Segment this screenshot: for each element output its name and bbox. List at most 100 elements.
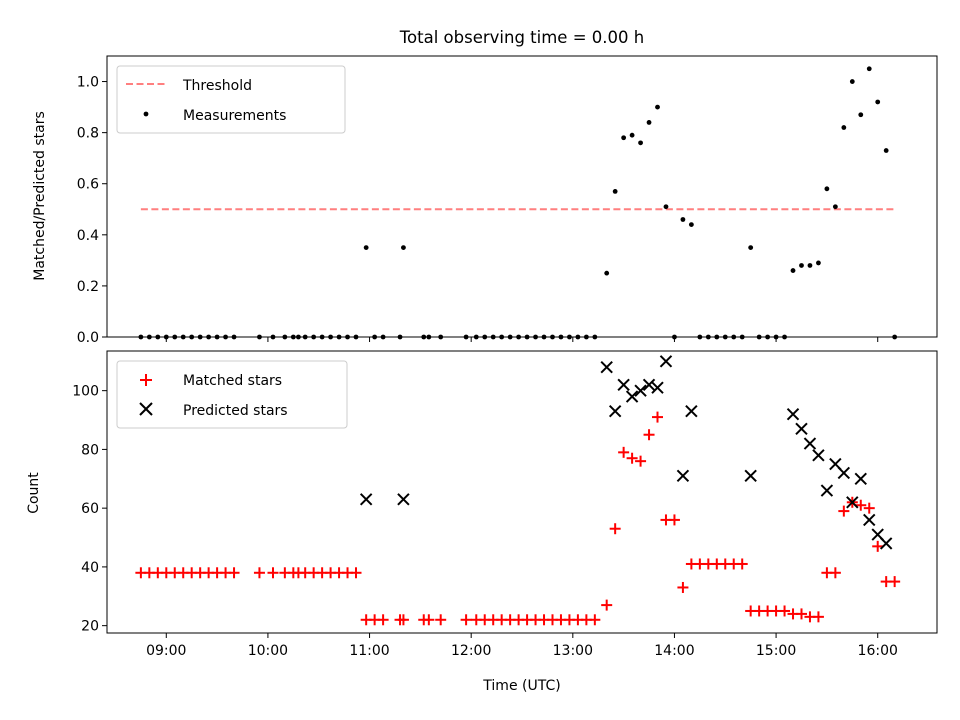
measurement-point: [604, 270, 610, 276]
bottom-x-tick-label: 10:00: [248, 643, 288, 659]
top-plot-frame: [106, 55, 938, 338]
measurement-point: [363, 245, 369, 250]
measurement-point: [655, 104, 660, 110]
matched-star-point: [435, 614, 447, 626]
matched-star-point: [609, 523, 621, 535]
matched-star-point: [795, 608, 807, 620]
predicted-star-point: [863, 513, 876, 527]
bottom-legend-frame: [116, 360, 348, 429]
top-y-tick-label: 1.0: [77, 75, 99, 91]
predicted-star-point: [803, 437, 817, 450]
matched-star-point: [736, 558, 748, 570]
legend-predicted-swatch: [139, 402, 153, 416]
measurement-point: [858, 112, 864, 118]
predicted-star-point: [879, 537, 893, 550]
matched-star-point: [652, 411, 664, 423]
matched-star-point: [838, 505, 850, 517]
bottom-axes-layer: 20 40 60 80 100 09:00 10:00 11:00 12:00 13:00 14:0…: [72, 384, 898, 659]
matched-star-point: [829, 567, 841, 579]
matched-star-point: [677, 581, 689, 593]
bottom-x-tick-label: 16:00: [858, 643, 898, 659]
legend-measurements-swatch: [143, 111, 149, 117]
legend-predicted-label: Predicted stars: [183, 403, 288, 419]
measurement-point: [866, 66, 872, 72]
measurement-point: [832, 204, 838, 210]
matched-star-point: [253, 567, 265, 579]
matched-star-point: [643, 429, 655, 441]
predicted-star-point: [744, 469, 757, 483]
bottom-y-tick-label: 60: [81, 501, 99, 517]
bottom-panel: 20 40 60 80 100 09:00 10:00 11:00 12:00 13:00 14:0…: [26, 350, 938, 694]
measurement-point: [646, 120, 652, 125]
matched-star-point: [668, 514, 680, 526]
top-legend-frame: [116, 65, 346, 134]
top-panel: 0.0 0.2 0.4 0.6 0.8 1.0 Matched/Predicted sta…: [32, 55, 938, 346]
matched-star-point: [350, 567, 362, 579]
bottom-y-tick-label: 40: [81, 560, 99, 576]
matched-star-point: [872, 540, 884, 552]
top-y-tick-label: 0.8: [77, 126, 99, 142]
measurement-point: [612, 188, 618, 194]
predicted-star-point: [359, 493, 373, 506]
measurement-point: [638, 140, 643, 146]
matched-star-point: [889, 576, 901, 588]
matched-star-point: [228, 567, 240, 579]
predicted-star-point: [837, 466, 851, 480]
top-axes-layer: 0.0 0.2 0.4 0.6 0.8 1.0: [77, 75, 879, 346]
predicted-star-point: [600, 360, 613, 374]
top-y-tick-label: 0.2: [77, 279, 99, 295]
measurement-point: [883, 148, 889, 153]
legend-measurements-label: Measurements: [183, 108, 286, 124]
matched-star-point: [618, 446, 630, 458]
predicted-star-point: [812, 449, 825, 462]
predicted-star-point: [608, 405, 622, 418]
legend-threshold-label: Threshold: [182, 78, 252, 94]
measurement-point: [799, 263, 804, 268]
measurement-point: [748, 245, 754, 250]
predicted-star-point: [634, 384, 647, 397]
predicted-star-point: [685, 405, 698, 418]
predicted-star-point: [676, 469, 690, 483]
predicted-star-point: [659, 355, 673, 368]
matched-star-point: [423, 614, 435, 626]
matched-star-point: [635, 455, 647, 467]
measurement-point: [841, 125, 847, 130]
matched-star-point: [626, 452, 638, 464]
top-legend: Threshold Measurements: [116, 65, 346, 134]
legend-matched-swatch: [140, 374, 152, 386]
matched-star-point: [267, 567, 279, 579]
measurement-point: [688, 222, 694, 228]
measurement-point: [824, 186, 830, 192]
bottom-x-tick-label: 13:00: [553, 643, 593, 659]
matched-star-point: [779, 605, 791, 617]
counts-layer: [135, 355, 901, 626]
bottom-plot-frame: [106, 350, 938, 634]
bottom-legend: Matched stars Predicted stars: [116, 360, 348, 429]
predicted-star-point: [651, 381, 664, 394]
measurement-point: [849, 79, 855, 84]
bottom-x-tick-label: 12:00: [451, 643, 491, 659]
top-y-tick-label: 0.0: [77, 330, 99, 346]
predicted-star-point: [397, 493, 410, 506]
top-y-tick-label: 0.6: [77, 177, 99, 193]
measurements-layer: [138, 66, 898, 340]
bottom-y-tick-label: 100: [72, 384, 99, 400]
bottom-y-tick-label: 20: [81, 619, 99, 635]
measurement-point: [621, 135, 627, 141]
top-y-tick-label: 0.4: [77, 228, 99, 244]
predicted-star-point: [795, 422, 808, 436]
bottom-x-axis-label: Time (UTC): [482, 678, 560, 694]
matched-star-point: [812, 611, 824, 623]
matched-star-point: [377, 614, 389, 626]
measurement-point: [816, 260, 821, 266]
predicted-star-point: [846, 496, 859, 509]
bottom-x-tick-label: 14:00: [654, 643, 694, 659]
matched-star-point: [460, 614, 472, 626]
predicted-star-point: [625, 390, 639, 403]
bottom-x-tick-label: 09:00: [146, 643, 186, 659]
predicted-star-point: [786, 407, 800, 421]
matched-star-point: [855, 499, 867, 511]
top-y-axis-label: Matched/Predicted stars: [32, 111, 48, 281]
matched-star-point: [863, 502, 875, 514]
